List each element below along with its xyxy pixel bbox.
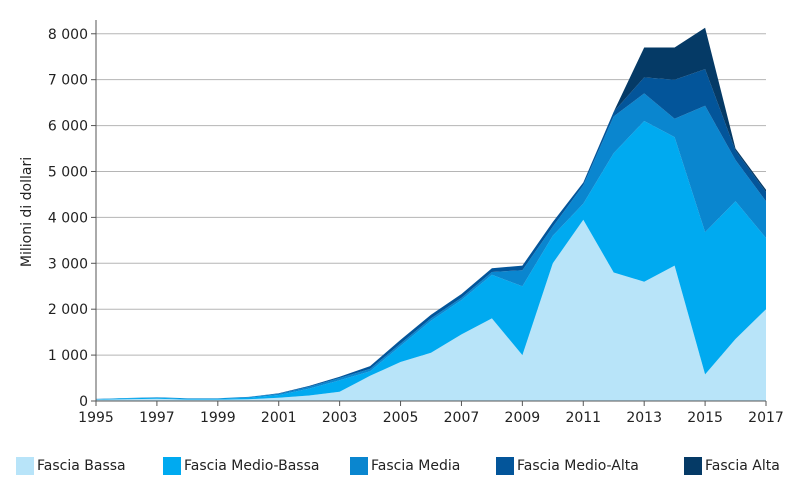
area-series-1 (96, 219, 766, 401)
x-tick-label: 2017 (748, 410, 784, 426)
grid-lines (96, 33, 766, 356)
area-series (96, 27, 766, 401)
legend-swatch (496, 457, 514, 475)
y-tick-label: 0 (79, 394, 88, 410)
x-tick-label: 2003 (322, 410, 358, 426)
y-axis-label: Milioni di dollari (19, 157, 35, 267)
legend-item: Fascia Media (350, 452, 460, 480)
legend-label: Fascia Medio-Bassa (184, 458, 320, 474)
legend-item: Fascia Bassa (16, 452, 126, 480)
area-series-4 (96, 69, 766, 399)
x-tick-label: 2011 (565, 410, 601, 426)
legend-swatch (16, 457, 34, 475)
x-tick-label: 2009 (505, 410, 541, 426)
legend-label: Fascia Media (371, 458, 461, 474)
y-tick-label: 5 000 (48, 164, 88, 180)
legend-label: Fascia Medio-Alta (517, 458, 639, 474)
area-series-2 (96, 121, 766, 400)
x-tick-label: 2005 (383, 410, 419, 426)
x-tick-label: 1997 (139, 410, 175, 426)
x-tick-label: 2015 (687, 410, 723, 426)
legend-swatch (163, 457, 181, 475)
y-tick-label: 6 000 (48, 119, 88, 135)
legend-label: Fascia Bassa (37, 458, 126, 474)
legend-item: Fascia Medio-Alta (496, 452, 639, 480)
legend: Fascia Bassa Fascia Medio-Bassa Fascia Med… (0, 452, 800, 480)
legend-label: Fascia Alta (705, 458, 780, 474)
y-tick-label: 2 000 (48, 302, 88, 318)
area-series-5 (96, 27, 766, 399)
legend-swatch (684, 457, 702, 475)
legend-item: Fascia Medio-Bassa (163, 452, 319, 480)
y-tick-label: 8 000 (48, 27, 88, 43)
legend-swatch (350, 457, 368, 475)
x-tick-label: 2001 (261, 410, 297, 426)
axes: 0 1 000 2 000 3 000 4 000 5 000 6 000 7 000 8 00… (48, 20, 784, 426)
x-tick-label: 1995 (78, 410, 114, 426)
x-tick-label: 1999 (200, 410, 236, 426)
x-tick-label: 2013 (626, 410, 662, 426)
y-tick-label: 1 000 (48, 348, 88, 364)
y-tick-label: 3 000 (48, 256, 88, 272)
legend-item: Fascia Alta (684, 452, 780, 480)
area-series-3 (96, 93, 766, 400)
y-tick-label: 7 000 (48, 73, 88, 89)
x-tick-label: 2007 (444, 410, 480, 426)
y-tick-label: 4 000 (48, 210, 88, 226)
